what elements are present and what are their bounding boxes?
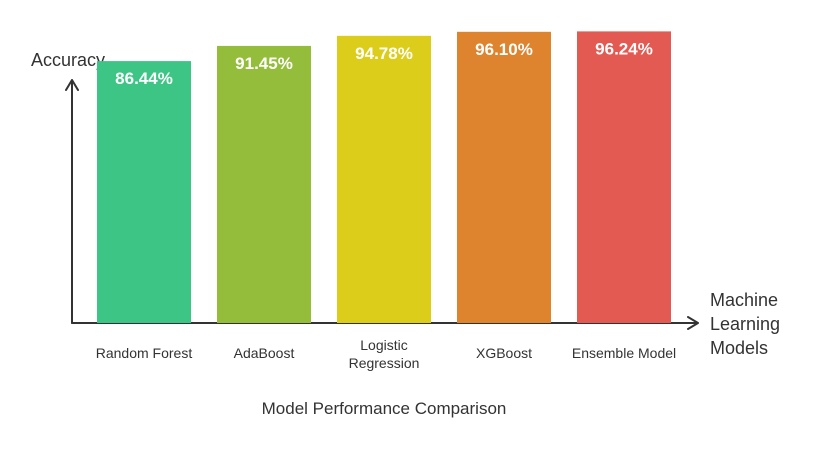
category-label: XGBoost — [476, 345, 532, 361]
x-axis-title-line: Learning — [710, 314, 780, 334]
y-axis-title: Accuracy — [31, 50, 105, 70]
bar — [97, 61, 191, 324]
bar — [457, 31, 551, 324]
x-axis-title-line: Machine — [710, 290, 778, 310]
category-label-line: Regression — [349, 355, 420, 371]
category-label: Logistic Regression — [349, 337, 420, 371]
bar-value-label: 94.78% — [355, 44, 413, 63]
bar — [337, 35, 431, 324]
bar — [217, 45, 311, 324]
bar-value-label: 91.45% — [235, 54, 293, 73]
x-axis-title: Machine Learning Models — [710, 290, 780, 358]
category-label: Ensemble Model — [572, 345, 676, 361]
bars — [97, 31, 671, 324]
x-axis-title-line: Models — [710, 338, 768, 358]
category-label-line: Logistic — [360, 337, 407, 353]
value-labels: 86.44% 91.45% 94.78% 96.10% 96.24% — [115, 39, 653, 88]
bar-value-label: 86.44% — [115, 69, 173, 88]
category-label: AdaBoost — [234, 345, 295, 361]
bar-value-label: 96.24% — [595, 39, 653, 58]
bar — [577, 31, 671, 324]
category-label-line: AdaBoost — [234, 345, 295, 361]
category-label-line: Ensemble Model — [572, 345, 676, 361]
chart-title: Model Performance Comparison — [262, 399, 507, 418]
category-labels: Random Forest AdaBoost Logistic Regression X… — [96, 337, 676, 371]
bar-value-label: 96.10% — [475, 40, 533, 59]
category-label-line: Random Forest — [96, 345, 193, 361]
y-axis-line — [65, 79, 79, 324]
category-label: Random Forest — [96, 345, 193, 361]
category-label-line: XGBoost — [476, 345, 532, 361]
